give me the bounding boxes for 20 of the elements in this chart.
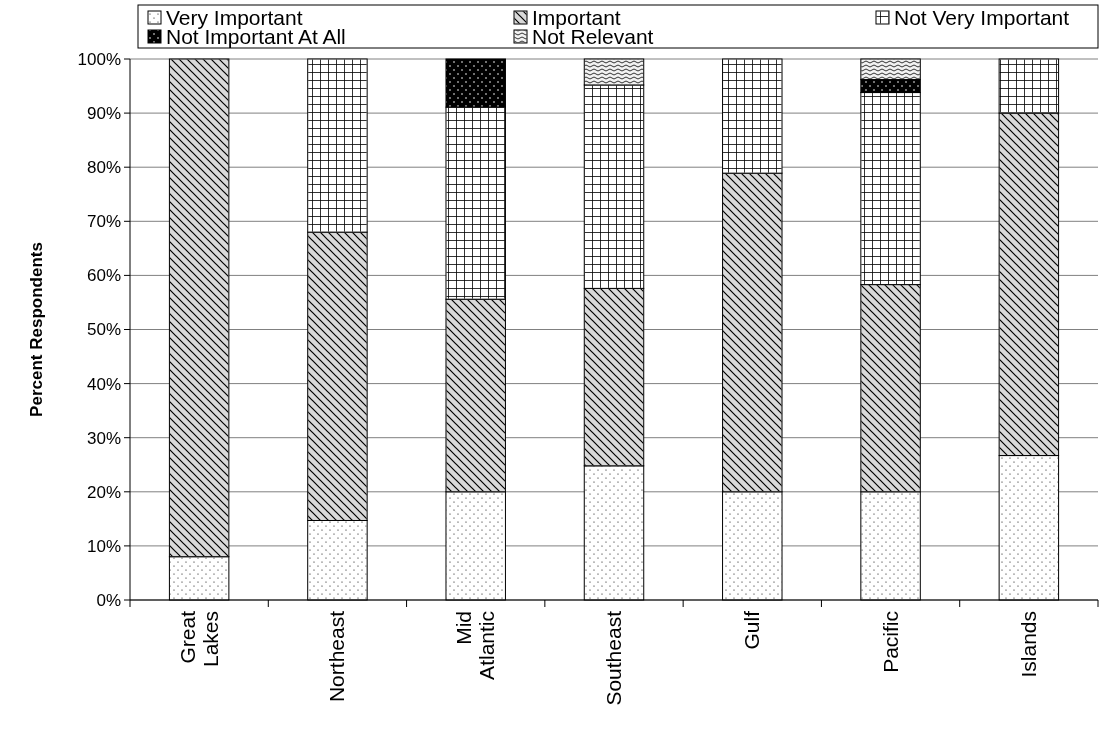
x-tick-label: Southeast	[602, 610, 625, 706]
y-tick-label: 70%	[86, 212, 121, 232]
x-tick-label: Mid Atlantic	[452, 611, 499, 680]
y-axis-title: Percent Respondents	[27, 242, 46, 417]
y-tick-label: 80%	[86, 158, 121, 178]
y-tick-label: 0%	[96, 590, 121, 610]
x-tick-label: Gulf	[740, 610, 764, 650]
y-tick-label: 20%	[86, 482, 121, 502]
y-tick-label: 90%	[86, 104, 121, 124]
x-tick-label: Pacific	[878, 611, 902, 673]
legend-label: Not Very Important	[894, 5, 1070, 29]
y-tick-label: 100%	[77, 49, 121, 69]
x-tick-label: Great Lakes	[175, 610, 222, 668]
x-tick-label: Islands	[1016, 611, 1040, 678]
y-tick-label: 10%	[86, 536, 121, 556]
y-tick-label: 40%	[86, 374, 121, 394]
y-tick-label: 30%	[86, 428, 121, 448]
y-tick-label: 50%	[86, 320, 121, 340]
x-tick-label: Northeast	[325, 610, 349, 703]
y-tick-label: 60%	[86, 266, 121, 286]
